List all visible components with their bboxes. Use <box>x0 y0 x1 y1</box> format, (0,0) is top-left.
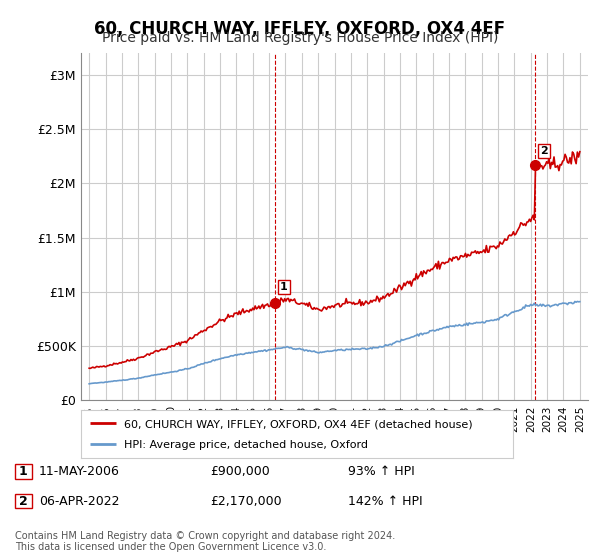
Text: 2: 2 <box>19 494 28 508</box>
Text: Price paid vs. HM Land Registry's House Price Index (HPI): Price paid vs. HM Land Registry's House … <box>102 31 498 45</box>
Text: HPI: Average price, detached house, Oxford: HPI: Average price, detached house, Oxfo… <box>124 440 368 450</box>
FancyBboxPatch shape <box>15 494 32 508</box>
Text: 1: 1 <box>280 282 287 292</box>
Text: 11-MAY-2006: 11-MAY-2006 <box>39 465 120 478</box>
Text: 142% ↑ HPI: 142% ↑ HPI <box>348 494 422 508</box>
Text: Contains HM Land Registry data © Crown copyright and database right 2024.
This d: Contains HM Land Registry data © Crown c… <box>15 531 395 553</box>
Text: 93% ↑ HPI: 93% ↑ HPI <box>348 465 415 478</box>
Text: 60, CHURCH WAY, IFFLEY, OXFORD, OX4 4EF (detached house): 60, CHURCH WAY, IFFLEY, OXFORD, OX4 4EF … <box>124 419 473 429</box>
FancyBboxPatch shape <box>15 464 32 479</box>
Text: 1: 1 <box>19 465 28 478</box>
Text: 2: 2 <box>540 146 548 156</box>
Text: £900,000: £900,000 <box>210 465 270 478</box>
Text: £2,170,000: £2,170,000 <box>210 494 281 508</box>
Text: 06-APR-2022: 06-APR-2022 <box>39 494 119 508</box>
Text: 60, CHURCH WAY, IFFLEY, OXFORD, OX4 4EF: 60, CHURCH WAY, IFFLEY, OXFORD, OX4 4EF <box>94 20 506 38</box>
